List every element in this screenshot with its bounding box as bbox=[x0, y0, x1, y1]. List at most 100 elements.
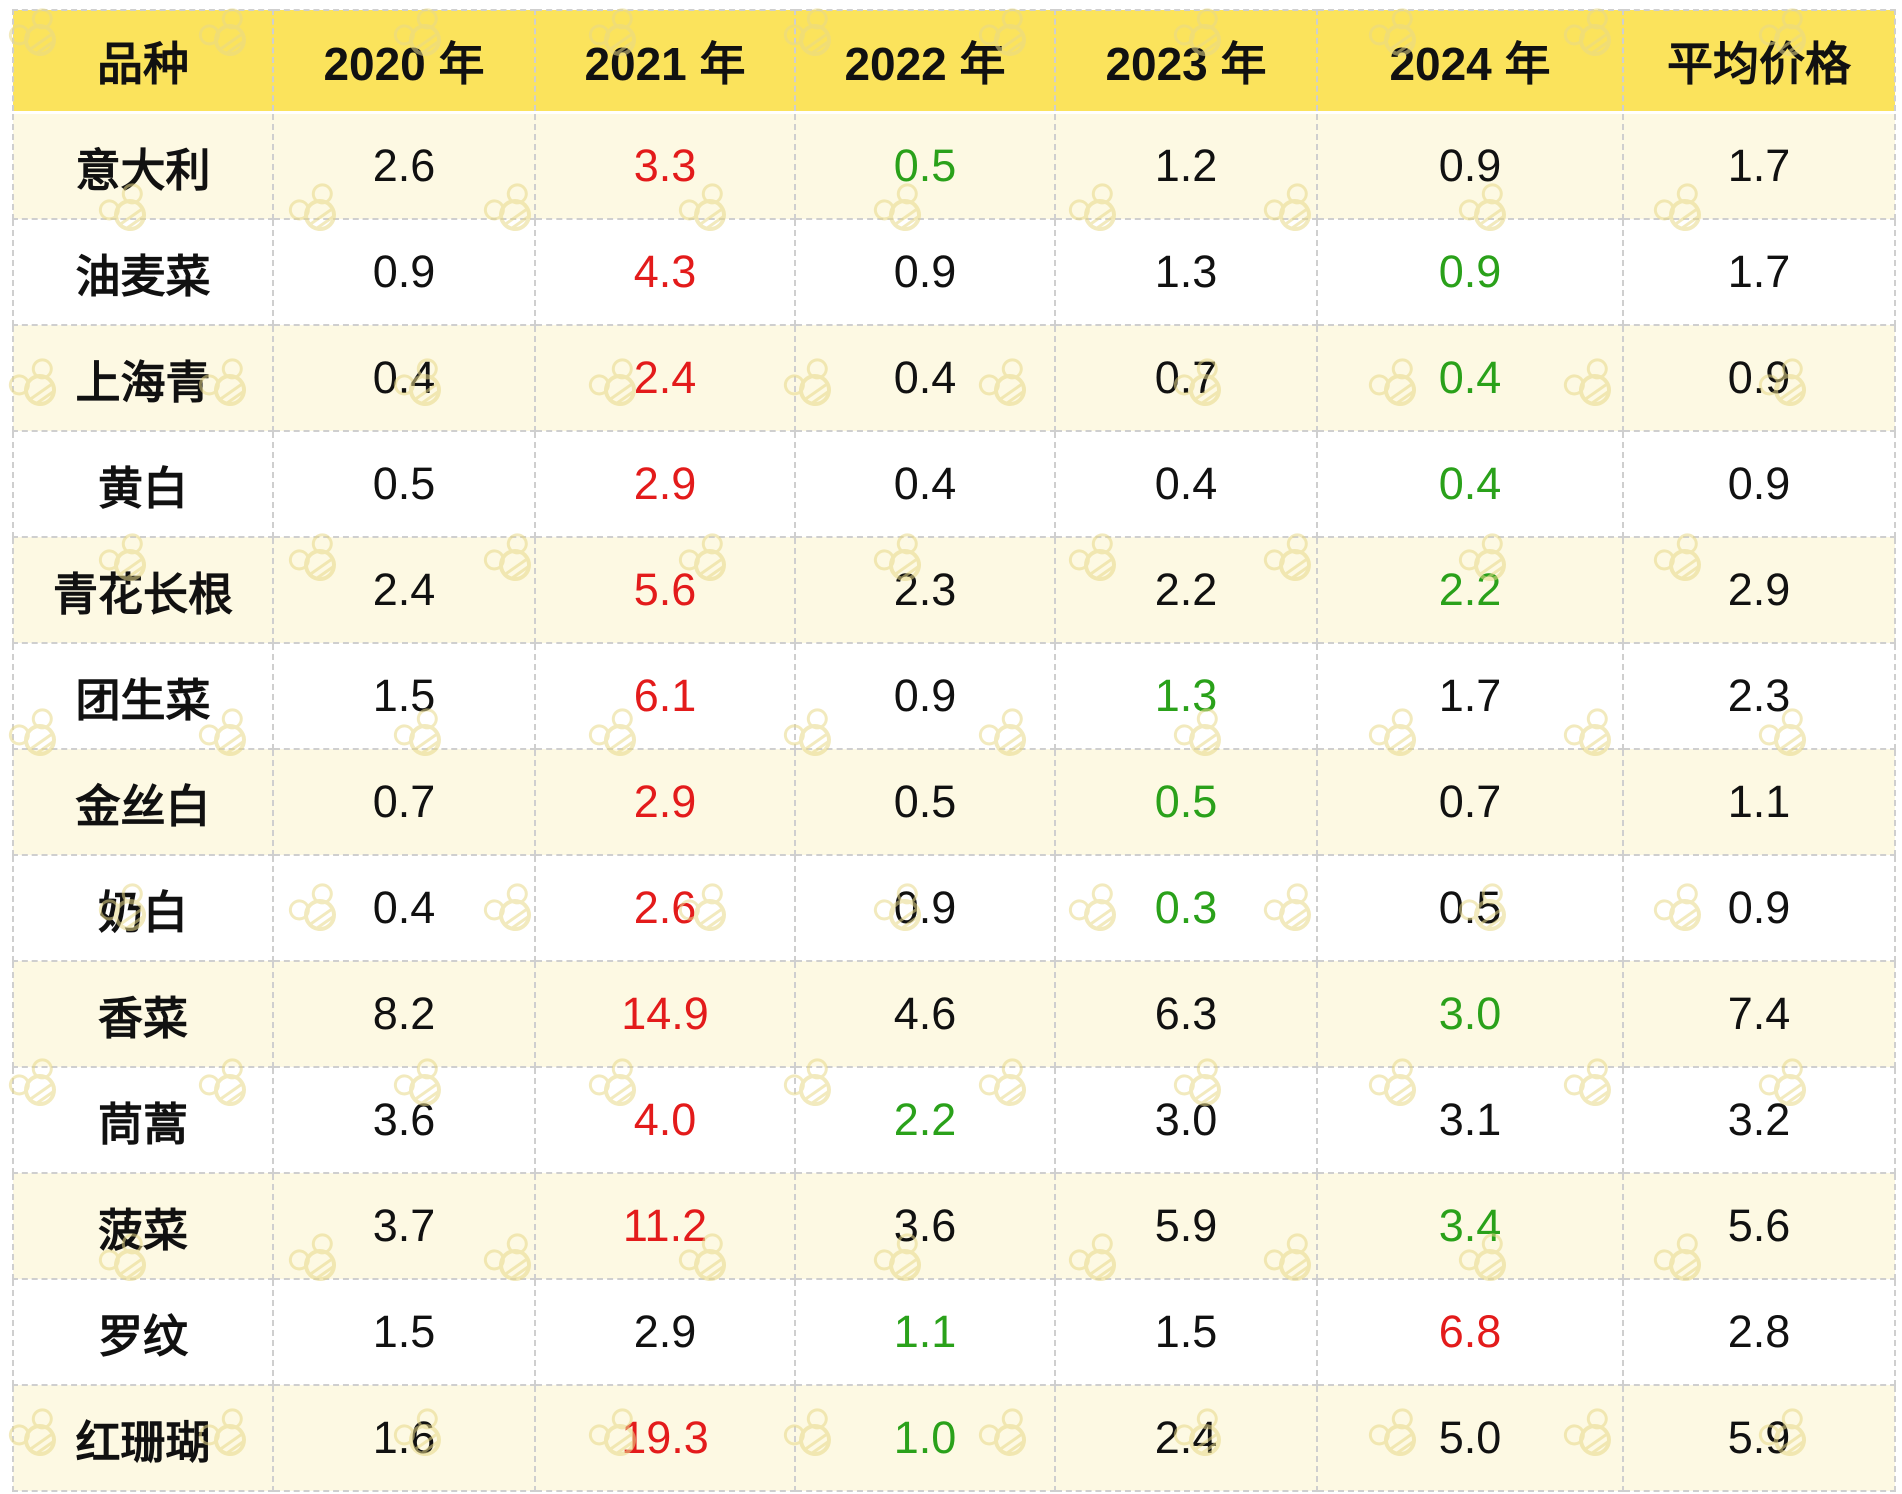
table-row: 上海青 0.4 2.4 0.4 0.7 0.4 0.9 bbox=[12, 324, 1896, 432]
price-cell: 5.9 bbox=[1622, 1384, 1896, 1492]
table-row: 奶白 0.4 2.6 0.9 0.3 0.5 0.9 bbox=[12, 854, 1896, 962]
price-cell: 1.2 bbox=[1054, 111, 1318, 220]
price-cell: 3.2 bbox=[1622, 1066, 1896, 1174]
price-cell: 14.9 bbox=[534, 960, 796, 1068]
price-cell: 3.1 bbox=[1316, 1066, 1624, 1174]
price-cell: 3.7 bbox=[272, 1172, 536, 1280]
price-cell: 2.9 bbox=[1622, 536, 1896, 644]
price-cell: 3.6 bbox=[272, 1066, 536, 1174]
price-cell: 6.1 bbox=[534, 642, 796, 750]
header-2023: 2023 年 bbox=[1054, 9, 1318, 114]
price-cell: 3.0 bbox=[1316, 960, 1624, 1068]
table-row: 金丝白 0.7 2.9 0.5 0.5 0.7 1.1 bbox=[12, 748, 1896, 856]
price-cell: 2.9 bbox=[534, 748, 796, 856]
price-cell: 0.9 bbox=[794, 642, 1056, 750]
variety-cell: 上海青 bbox=[12, 324, 274, 432]
variety-cell: 黄白 bbox=[12, 430, 274, 538]
price-cell: 0.9 bbox=[1316, 218, 1624, 326]
price-cell: 0.5 bbox=[1054, 748, 1318, 856]
price-cell: 0.9 bbox=[1622, 430, 1896, 538]
price-cell: 0.4 bbox=[1054, 430, 1318, 538]
price-cell: 1.5 bbox=[272, 642, 536, 750]
price-cell: 2.8 bbox=[1622, 1278, 1896, 1386]
table-body: 意大利 2.6 3.3 0.5 1.2 0.9 1.7 油麦菜 0.9 4.3 0.9 1.3 0.9 1… bbox=[12, 111, 1896, 1492]
price-cell: 1.7 bbox=[1622, 218, 1896, 326]
price-cell: 0.9 bbox=[1622, 854, 1896, 962]
price-cell: 2.4 bbox=[1054, 1384, 1318, 1492]
price-cell: 0.9 bbox=[794, 218, 1056, 326]
price-table-container: 品种 2020 年 2021 年 2022 年 2023 年 2024 年 平均… bbox=[12, 9, 1896, 1492]
table-row: 团生菜 1.5 6.1 0.9 1.3 1.7 2.3 bbox=[12, 642, 1896, 750]
price-cell: 0.3 bbox=[1054, 854, 1318, 962]
price-cell: 1.0 bbox=[794, 1384, 1056, 1492]
price-cell: 6.3 bbox=[1054, 960, 1318, 1068]
table-row: 青花长根 2.4 5.6 2.3 2.2 2.2 2.9 bbox=[12, 536, 1896, 644]
price-cell: 1.3 bbox=[1054, 218, 1318, 326]
price-cell: 6.8 bbox=[1316, 1278, 1624, 1386]
header-2024: 2024 年 bbox=[1316, 9, 1624, 114]
variety-cell: 红珊瑚 bbox=[12, 1384, 274, 1492]
price-cell: 4.0 bbox=[534, 1066, 796, 1174]
price-cell: 2.6 bbox=[272, 111, 536, 220]
price-cell: 0.9 bbox=[794, 854, 1056, 962]
price-cell: 0.5 bbox=[272, 430, 536, 538]
price-table: 品种 2020 年 2021 年 2022 年 2023 年 2024 年 平均… bbox=[12, 9, 1896, 1492]
price-cell: 2.2 bbox=[794, 1066, 1056, 1174]
price-cell: 0.4 bbox=[794, 324, 1056, 432]
price-cell: 2.4 bbox=[272, 536, 536, 644]
price-cell: 1.5 bbox=[272, 1278, 536, 1386]
price-cell: 0.5 bbox=[794, 111, 1056, 220]
price-cell: 5.9 bbox=[1054, 1172, 1318, 1280]
price-cell: 3.0 bbox=[1054, 1066, 1318, 1174]
header-2020: 2020 年 bbox=[272, 9, 536, 114]
price-cell: 3.4 bbox=[1316, 1172, 1624, 1280]
price-cell: 7.4 bbox=[1622, 960, 1896, 1068]
price-cell: 2.9 bbox=[534, 430, 796, 538]
price-cell: 4.3 bbox=[534, 218, 796, 326]
price-cell: 1.6 bbox=[272, 1384, 536, 1492]
price-cell: 1.3 bbox=[1054, 642, 1318, 750]
price-cell: 0.9 bbox=[1316, 111, 1624, 220]
price-cell: 1.1 bbox=[1622, 748, 1896, 856]
price-cell: 2.3 bbox=[794, 536, 1056, 644]
price-cell: 2.3 bbox=[1622, 642, 1896, 750]
variety-cell: 茼蒿 bbox=[12, 1066, 274, 1174]
variety-cell: 意大利 bbox=[12, 111, 274, 220]
price-cell: 0.4 bbox=[794, 430, 1056, 538]
table-row: 菠菜 3.7 11.2 3.6 5.9 3.4 5.6 bbox=[12, 1172, 1896, 1280]
table-row: 香菜 8.2 14.9 4.6 6.3 3.0 7.4 bbox=[12, 960, 1896, 1068]
price-cell: 5.0 bbox=[1316, 1384, 1624, 1492]
price-cell: 0.7 bbox=[272, 748, 536, 856]
price-cell: 0.4 bbox=[272, 854, 536, 962]
variety-cell: 奶白 bbox=[12, 854, 274, 962]
price-cell: 11.2 bbox=[534, 1172, 796, 1280]
price-cell: 0.7 bbox=[1316, 748, 1624, 856]
price-cell: 2.2 bbox=[1054, 536, 1318, 644]
price-cell: 5.6 bbox=[534, 536, 796, 644]
price-cell: 5.6 bbox=[1622, 1172, 1896, 1280]
price-cell: 0.7 bbox=[1054, 324, 1318, 432]
variety-cell: 菠菜 bbox=[12, 1172, 274, 1280]
table-row: 罗纹 1.5 2.9 1.1 1.5 6.8 2.8 bbox=[12, 1278, 1896, 1386]
price-cell: 3.3 bbox=[534, 111, 796, 220]
variety-cell: 罗纹 bbox=[12, 1278, 274, 1386]
price-cell: 2.4 bbox=[534, 324, 796, 432]
variety-cell: 油麦菜 bbox=[12, 218, 274, 326]
price-cell: 0.5 bbox=[1316, 854, 1624, 962]
price-cell: 0.4 bbox=[1316, 430, 1624, 538]
price-cell: 1.1 bbox=[794, 1278, 1056, 1386]
price-cell: 0.9 bbox=[1622, 324, 1896, 432]
header-average-price: 平均价格 bbox=[1622, 9, 1896, 114]
price-cell: 1.5 bbox=[1054, 1278, 1318, 1386]
price-cell: 4.6 bbox=[794, 960, 1056, 1068]
price-cell: 0.4 bbox=[272, 324, 536, 432]
variety-cell: 团生菜 bbox=[12, 642, 274, 750]
header-variety: 品种 bbox=[12, 9, 274, 114]
price-cell: 0.9 bbox=[272, 218, 536, 326]
table-row: 茼蒿 3.6 4.0 2.2 3.0 3.1 3.2 bbox=[12, 1066, 1896, 1174]
price-cell: 2.9 bbox=[534, 1278, 796, 1386]
variety-cell: 金丝白 bbox=[12, 748, 274, 856]
price-cell: 2.2 bbox=[1316, 536, 1624, 644]
price-cell: 2.6 bbox=[534, 854, 796, 962]
price-cell: 1.7 bbox=[1316, 642, 1624, 750]
